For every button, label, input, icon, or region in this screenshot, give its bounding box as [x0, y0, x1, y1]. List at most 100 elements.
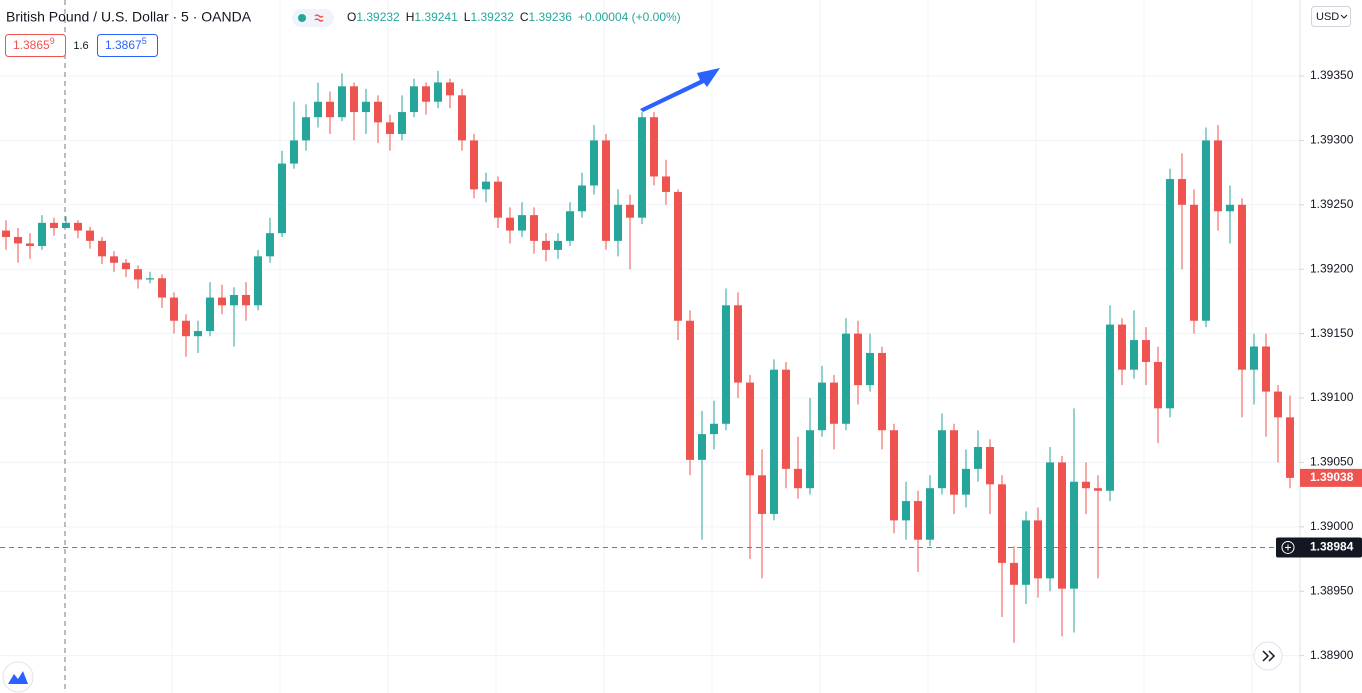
candle-body [410, 86, 418, 113]
candle-body [698, 434, 706, 460]
y-tick-label: 1.39150 [1310, 326, 1354, 340]
candle-body [338, 86, 346, 118]
candle-body [242, 294, 250, 306]
candle-body [1202, 140, 1210, 321]
candle-body [446, 82, 454, 96]
y-tick-label: 1.39050 [1310, 455, 1354, 469]
scroll-right-icon [1262, 650, 1276, 662]
candle-body [1046, 462, 1054, 579]
symbol-title: British Pound / U.S. Dollar · 5 · OANDA [6, 9, 252, 25]
candle-body [1106, 324, 1114, 491]
candle-body [170, 297, 178, 321]
overlay [0, 0, 1301, 693]
logo-button[interactable] [2, 661, 34, 693]
status-toggle[interactable] [292, 9, 334, 27]
candle-body [962, 468, 970, 495]
candle-body [878, 352, 886, 431]
candle-body [1274, 391, 1282, 418]
currency-box[interactable] [1311, 6, 1351, 27]
y-tick-label: 1.39000 [1310, 519, 1354, 533]
spread: 1.6 [73, 40, 88, 52]
candle-body [194, 331, 202, 337]
candle-body [722, 305, 730, 424]
candle-body [686, 320, 694, 460]
candle-body [794, 468, 802, 489]
crosshair-price-label: 1.38984 [1310, 540, 1354, 554]
last-price-tag [1300, 468, 1362, 487]
candle-body [266, 233, 274, 257]
candle-body [998, 484, 1006, 563]
y-tick-label: 1.39300 [1310, 133, 1354, 147]
candle-body [158, 278, 166, 298]
candle-body [38, 222, 46, 247]
candle-body [1238, 204, 1246, 370]
candle-body [290, 140, 298, 164]
candle-body [1214, 140, 1222, 212]
candle-body [806, 430, 814, 489]
ohlc-label: O [347, 10, 356, 24]
candle-body [1130, 340, 1138, 370]
ohlc-label: C [520, 10, 529, 24]
candle-body [1178, 179, 1186, 205]
candle-body [398, 112, 406, 134]
candle-body [86, 230, 94, 241]
candle-body [650, 117, 658, 177]
ohlc-value: 1.39236 [529, 10, 573, 24]
candle-body [926, 488, 934, 540]
candle-body [74, 222, 82, 231]
candle-body [98, 240, 106, 257]
candle-body [1262, 346, 1270, 392]
candle-body [134, 269, 142, 280]
last-price-label: 1.39038 [1310, 470, 1354, 484]
candle-body [554, 240, 562, 250]
candle-body [374, 101, 382, 123]
candle-body [1058, 462, 1066, 589]
candle-body [950, 430, 958, 495]
candle-body [662, 176, 670, 192]
candles [2, 70, 1294, 643]
candle-body [434, 82, 442, 102]
sell-price-main: 1.3865 [13, 38, 50, 52]
candle-body [302, 117, 310, 141]
sell-price: 1.38659 [13, 36, 55, 52]
candle-body [1070, 481, 1078, 589]
candle-body [770, 369, 778, 514]
crosshair-plus-circle [1281, 540, 1295, 554]
candle-body [842, 333, 850, 424]
candle-body [542, 240, 550, 250]
candle-body [1286, 417, 1294, 478]
status-dot [298, 14, 306, 22]
ohlc-legend: O1.39232 H1.39241 L1.39232 C1.39236 +0.00004… [347, 10, 681, 24]
candle-body [230, 294, 238, 306]
candle-body [1034, 520, 1042, 579]
candle-body [1154, 361, 1162, 409]
candle-body [254, 256, 262, 306]
candle-body [110, 256, 118, 263]
ohlc-text: O1.39232 H1.39241 L1.39232 C1.39236 +0.00004… [347, 10, 681, 24]
candle-body [590, 140, 598, 186]
candle-body [1022, 520, 1030, 585]
candle-body [146, 278, 154, 280]
candle-body [62, 222, 70, 228]
candle-body [866, 352, 874, 386]
status-wave [314, 14, 324, 22]
candle-body [986, 446, 994, 485]
candle-body [122, 262, 130, 270]
candle-body [914, 501, 922, 540]
logo-icon [8, 671, 28, 684]
buy-button[interactable] [97, 34, 158, 57]
candle-body [218, 297, 226, 306]
candle-body [2, 230, 10, 238]
candle-body [506, 217, 514, 231]
candle-body [14, 237, 22, 244]
candle-body [758, 475, 766, 514]
candle-body [626, 204, 634, 218]
candle-body [902, 501, 910, 521]
crosshair-price-tag [1276, 537, 1362, 558]
candle-body [1142, 340, 1150, 362]
candle-body [674, 191, 682, 321]
candle-body [206, 297, 214, 332]
sell-button[interactable] [5, 34, 66, 57]
candle-body [518, 215, 526, 231]
